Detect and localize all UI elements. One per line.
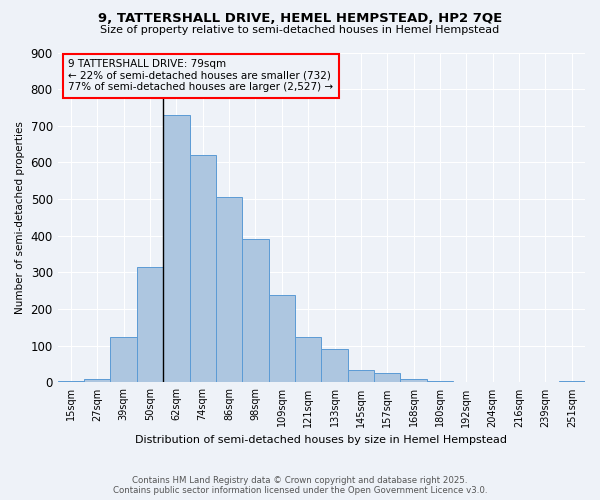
Bar <box>400 379 427 382</box>
Bar <box>137 267 163 382</box>
X-axis label: Distribution of semi-detached houses by size in Hemel Hempstead: Distribution of semi-detached houses by … <box>136 435 508 445</box>
Bar <box>84 379 110 382</box>
Bar <box>269 295 295 382</box>
Bar <box>348 370 374 382</box>
Text: 9, TATTERSHALL DRIVE, HEMEL HEMPSTEAD, HP2 7QE: 9, TATTERSHALL DRIVE, HEMEL HEMPSTEAD, H… <box>98 12 502 26</box>
Bar <box>374 374 400 382</box>
Text: Contains HM Land Registry data © Crown copyright and database right 2025.
Contai: Contains HM Land Registry data © Crown c… <box>113 476 487 495</box>
Bar <box>559 380 585 382</box>
Text: Size of property relative to semi-detached houses in Hemel Hempstead: Size of property relative to semi-detach… <box>100 25 500 35</box>
Bar <box>295 336 322 382</box>
Bar <box>58 380 84 382</box>
Bar <box>322 350 348 382</box>
Bar <box>242 240 269 382</box>
Bar <box>427 380 453 382</box>
Bar <box>110 336 137 382</box>
Bar <box>216 198 242 382</box>
Text: 9 TATTERSHALL DRIVE: 79sqm
← 22% of semi-detached houses are smaller (732)
77% o: 9 TATTERSHALL DRIVE: 79sqm ← 22% of semi… <box>68 59 334 92</box>
Y-axis label: Number of semi-detached properties: Number of semi-detached properties <box>15 121 25 314</box>
Bar <box>163 115 190 382</box>
Bar <box>190 155 216 382</box>
